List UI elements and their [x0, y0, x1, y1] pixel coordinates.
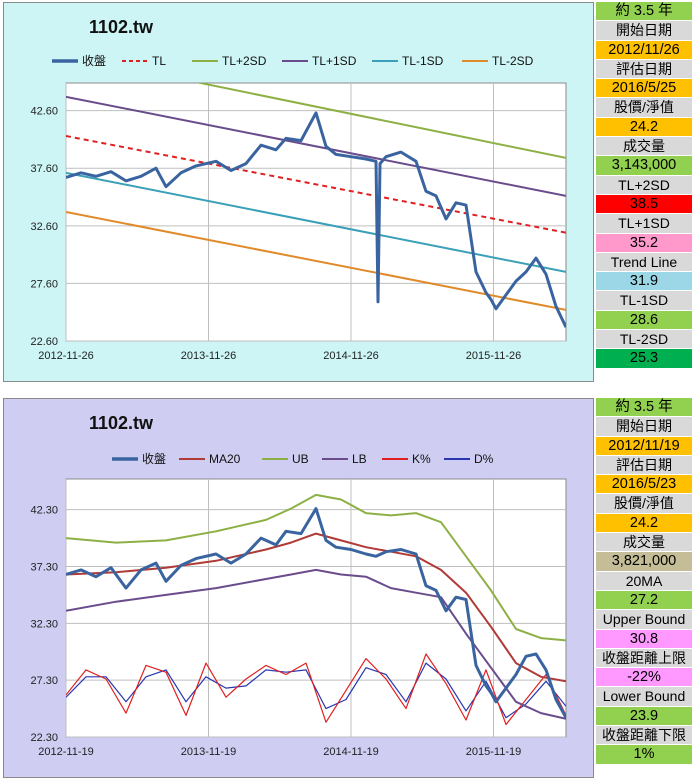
legend-label-k-percent: K%: [412, 452, 431, 466]
x-tick-label: 2013-11-26: [181, 350, 236, 362]
x-tick-label: 2015-11-19: [466, 746, 521, 758]
legend-label-d-percent: D%: [474, 452, 494, 466]
y-tick-label: 42.30: [30, 505, 58, 517]
legend-label-tl-plus-1sd: TL+1SD: [312, 54, 357, 68]
summary-value-cell: 38.5: [596, 194, 692, 215]
series-line-tl-minus-1sd: [66, 171, 566, 273]
y-tick-label: 27.30: [30, 675, 58, 687]
summary-value-cell: 3,821,000: [596, 552, 692, 572]
summary-value-cell: 2012/11/19: [596, 436, 692, 456]
plot-area: [65, 478, 567, 738]
series-line-tl: [66, 135, 566, 234]
trend-line-chart: 42.60 37.60 32.60 27.60 22.60 2012-11-26 2013-…: [30, 54, 567, 362]
summary-label-cell: 評估日期: [596, 455, 692, 476]
summary-value-cell: 23.9: [596, 706, 692, 727]
summary-value-cell: 2016/5/25: [596, 79, 692, 99]
series-line-ma20: [66, 532, 566, 683]
summary-label-cell: Trend Line: [596, 252, 692, 273]
summary-label-cell: 成交量: [596, 137, 692, 157]
legend-label-tl-minus-2sd: TL-2SD: [492, 54, 534, 68]
chart-title: 1102.tw: [89, 17, 154, 37]
trend-chart-panel: 1102.tw 42.60 37.60 32.60 27.60 22.60 2012-11…: [3, 2, 594, 382]
bollinger-kd-chart: 42.30 37.30 32.30 27.30 22.30 2012-11-19 2013-…: [30, 452, 567, 758]
series-line-tl-minus-2sd: [66, 211, 566, 311]
summary-label-cell: 評估日期: [596, 59, 692, 80]
summary-value-cell: 28.6: [596, 310, 692, 331]
summary-value-cell: 27.2: [596, 590, 692, 611]
summary-label-cell: Lower Bound: [596, 687, 692, 707]
trend-summary-table: 約 3.5 年開始日期 2012/11/26 評估日期 2016/5/25 股價/淨值 2…: [596, 2, 692, 369]
y-tick-label: 32.60: [30, 221, 58, 233]
series-line-lb: [66, 568, 566, 720]
summary-value-cell: -22%: [596, 668, 692, 688]
summary-label-cell: 收盤距離下限: [596, 726, 692, 746]
summary-label-cell: 20MA: [596, 571, 692, 591]
summary-value-cell: 2016/5/23: [596, 475, 692, 495]
x-tick-label: 2013-11-19: [181, 746, 236, 758]
legend-label-lb: LB: [352, 452, 367, 466]
summary-label-cell: Upper Bound: [596, 610, 692, 630]
series-line-d-percent: [66, 662, 566, 719]
legend-label-ma20: MA20: [209, 452, 241, 466]
summary-value-cell: 30.8: [596, 629, 692, 649]
series-line-tl-plus-2sd: [195, 83, 566, 159]
summary-value-cell: 35.2: [596, 233, 692, 253]
summary-value-cell: 24.2: [596, 513, 692, 534]
summary-label-cell: 開始日期: [596, 417, 692, 437]
series-line-close: [66, 507, 566, 719]
legend-label-tl-minus-1sd: TL-1SD: [402, 54, 444, 68]
y-tick-label: 22.30: [30, 732, 58, 744]
summary-value-cell: 2012/11/26: [596, 40, 692, 60]
summary-label-cell: TL-2SD: [596, 330, 692, 350]
series-line-close: [66, 111, 566, 328]
x-tick-label: 2014-11-19: [323, 746, 378, 758]
series-line-tl-plus-1sd: [66, 95, 566, 197]
summary-label-cell: 股價/淨值: [596, 98, 692, 118]
chart-title: 1102.tw: [89, 413, 154, 433]
y-tick-label: 22.60: [30, 336, 58, 348]
x-tick-label: 2012-11-26: [38, 350, 93, 362]
y-tick-label: 37.30: [30, 562, 58, 574]
summary-value-cell: 25.3: [596, 349, 692, 369]
plot-area: [65, 82, 567, 342]
bollinger-summary-table: 約 3.5 年開始日期 2012/11/19 評估日期 2016/5/23 股價/淨值 2…: [596, 398, 692, 765]
summary-label-cell: TL+1SD: [596, 214, 692, 234]
summary-label-cell: 收盤距離上限: [596, 648, 692, 669]
summary-value-cell: 約 3.5 年: [596, 398, 692, 418]
summary-value-cell: 1%: [596, 745, 692, 765]
legend-label-close: 收盤: [142, 452, 166, 466]
y-tick-label: 27.60: [30, 278, 58, 290]
summary-label-cell: TL+2SD: [596, 175, 692, 195]
x-tick-label: 2012-11-19: [38, 746, 93, 758]
legend-label-close: 收盤: [82, 54, 106, 68]
summary-label-cell: TL-1SD: [596, 291, 692, 311]
y-tick-label: 42.60: [30, 106, 58, 118]
legend-label-tl-plus-2sd: TL+2SD: [222, 54, 267, 68]
x-tick-label: 2014-11-26: [323, 350, 378, 362]
summary-label-cell: 開始日期: [596, 21, 692, 41]
summary-value-cell: 24.2: [596, 117, 692, 138]
series-line-ub: [66, 493, 566, 642]
summary-value-cell: 3,143,000: [596, 156, 692, 176]
legend-label-tl: TL: [152, 54, 166, 68]
summary-label-cell: 股價/淨值: [596, 494, 692, 514]
bollinger-chart-panel: 1102.tw 42.30 37.30 32.30 27.30 22.30 2012-11…: [3, 398, 594, 778]
summary-value-cell: 31.9: [596, 272, 692, 292]
summary-label-cell: 成交量: [596, 533, 692, 553]
y-tick-label: 32.30: [30, 618, 58, 630]
summary-value-cell: 約 3.5 年: [596, 2, 692, 22]
y-tick-label: 37.60: [30, 163, 58, 175]
x-tick-label: 2015-11-26: [466, 350, 521, 362]
legend-label-ub: UB: [292, 452, 309, 466]
